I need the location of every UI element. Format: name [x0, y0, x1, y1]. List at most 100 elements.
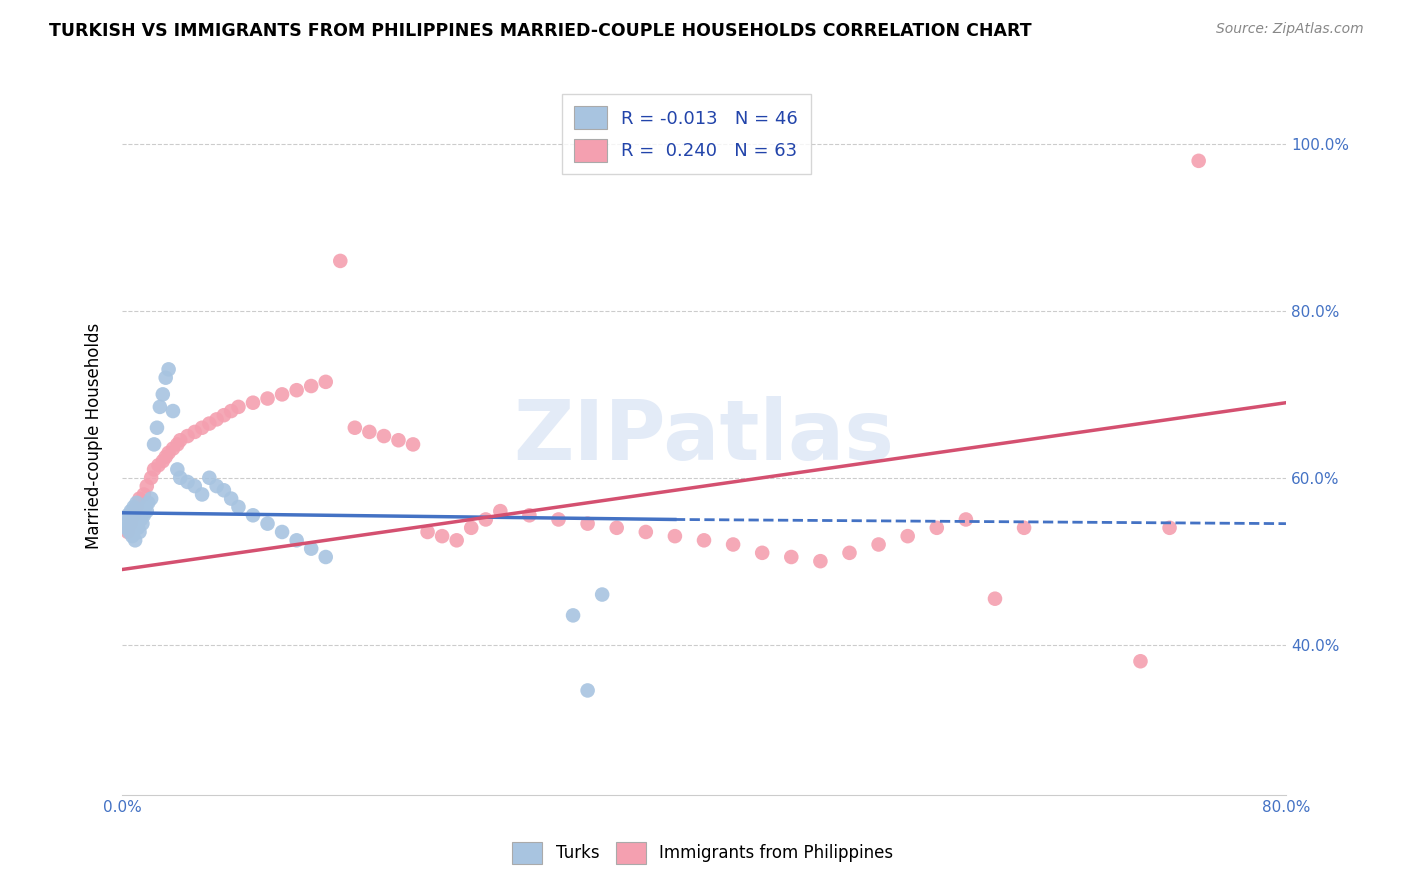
Point: [157, 446, 180, 460]
Point: [115, 521, 138, 535]
Point: [925, 521, 948, 535]
Point: [242, 395, 264, 409]
Point: [285, 533, 308, 548]
Point: [780, 549, 803, 564]
Point: [228, 400, 250, 414]
Point: [152, 454, 174, 468]
Point: [141, 471, 163, 485]
Legend: R = -0.013   N = 46, R =  0.240   N = 63: R = -0.013 N = 46, R = 0.240 N = 63: [562, 94, 811, 174]
Point: [162, 404, 184, 418]
Point: [198, 417, 221, 431]
Point: [166, 462, 188, 476]
Point: [169, 434, 191, 448]
Point: [373, 429, 395, 443]
Point: [359, 425, 381, 439]
Point: [198, 471, 221, 485]
Point: [114, 516, 136, 531]
Point: [191, 421, 214, 435]
Point: [146, 421, 169, 435]
Text: ZIPatlas: ZIPatlas: [513, 395, 894, 476]
Point: [128, 524, 150, 539]
Point: [166, 437, 188, 451]
Point: [606, 521, 628, 535]
Point: [152, 387, 174, 401]
Point: [228, 500, 250, 514]
Point: [634, 524, 657, 539]
Point: [122, 500, 145, 514]
Point: [131, 516, 153, 531]
Point: [129, 512, 152, 526]
Point: [591, 588, 613, 602]
Point: [121, 529, 143, 543]
Point: [897, 529, 920, 543]
Point: [838, 546, 860, 560]
Point: [135, 504, 157, 518]
Point: [149, 400, 172, 414]
Point: [271, 524, 294, 539]
Point: [256, 392, 278, 406]
Point: [205, 479, 228, 493]
Point: [125, 496, 148, 510]
Point: [693, 533, 716, 548]
Point: [576, 516, 599, 531]
Point: [1188, 153, 1211, 168]
Point: [136, 496, 159, 510]
Point: [285, 383, 308, 397]
Point: [191, 487, 214, 501]
Point: [120, 504, 142, 518]
Point: [184, 425, 207, 439]
Point: [984, 591, 1007, 606]
Point: [446, 533, 468, 548]
Point: [1012, 521, 1035, 535]
Point: [219, 404, 242, 418]
Point: [128, 491, 150, 506]
Point: [315, 549, 337, 564]
Point: [205, 412, 228, 426]
Point: [868, 537, 890, 551]
Point: [242, 508, 264, 523]
Point: [299, 541, 322, 556]
Point: [402, 437, 425, 451]
Point: [162, 442, 184, 456]
Point: [751, 546, 773, 560]
Point: [143, 437, 166, 451]
Y-axis label: Married-couple Households: Married-couple Households: [86, 323, 103, 549]
Point: [219, 491, 242, 506]
Point: [117, 508, 139, 523]
Point: [135, 479, 157, 493]
Point: [519, 508, 541, 523]
Point: [460, 521, 482, 535]
Legend: Turks, Immigrants from Philippines: Turks, Immigrants from Philippines: [506, 836, 900, 871]
Point: [955, 512, 977, 526]
Point: [148, 458, 170, 473]
Point: [184, 479, 207, 493]
Point: [212, 408, 235, 422]
Point: [387, 434, 409, 448]
Point: [127, 521, 149, 535]
Point: [169, 471, 191, 485]
Point: [430, 529, 453, 543]
Point: [118, 512, 141, 526]
Point: [212, 483, 235, 498]
Point: [1129, 654, 1152, 668]
Point: [176, 429, 198, 443]
Point: [808, 554, 831, 568]
Point: [343, 421, 366, 435]
Point: [562, 608, 585, 623]
Point: [132, 508, 155, 523]
Text: TURKISH VS IMMIGRANTS FROM PHILIPPINES MARRIED-COUPLE HOUSEHOLDS CORRELATION CHA: TURKISH VS IMMIGRANTS FROM PHILIPPINES M…: [49, 22, 1032, 40]
Point: [576, 683, 599, 698]
Point: [299, 379, 322, 393]
Point: [132, 487, 155, 501]
Point: [271, 387, 294, 401]
Point: [329, 254, 352, 268]
Point: [416, 524, 439, 539]
Point: [141, 491, 163, 506]
Text: Source: ZipAtlas.com: Source: ZipAtlas.com: [1216, 22, 1364, 37]
Point: [474, 512, 496, 526]
Point: [155, 450, 177, 464]
Point: [176, 475, 198, 489]
Point: [124, 533, 146, 548]
Point: [315, 375, 337, 389]
Point: [125, 500, 148, 514]
